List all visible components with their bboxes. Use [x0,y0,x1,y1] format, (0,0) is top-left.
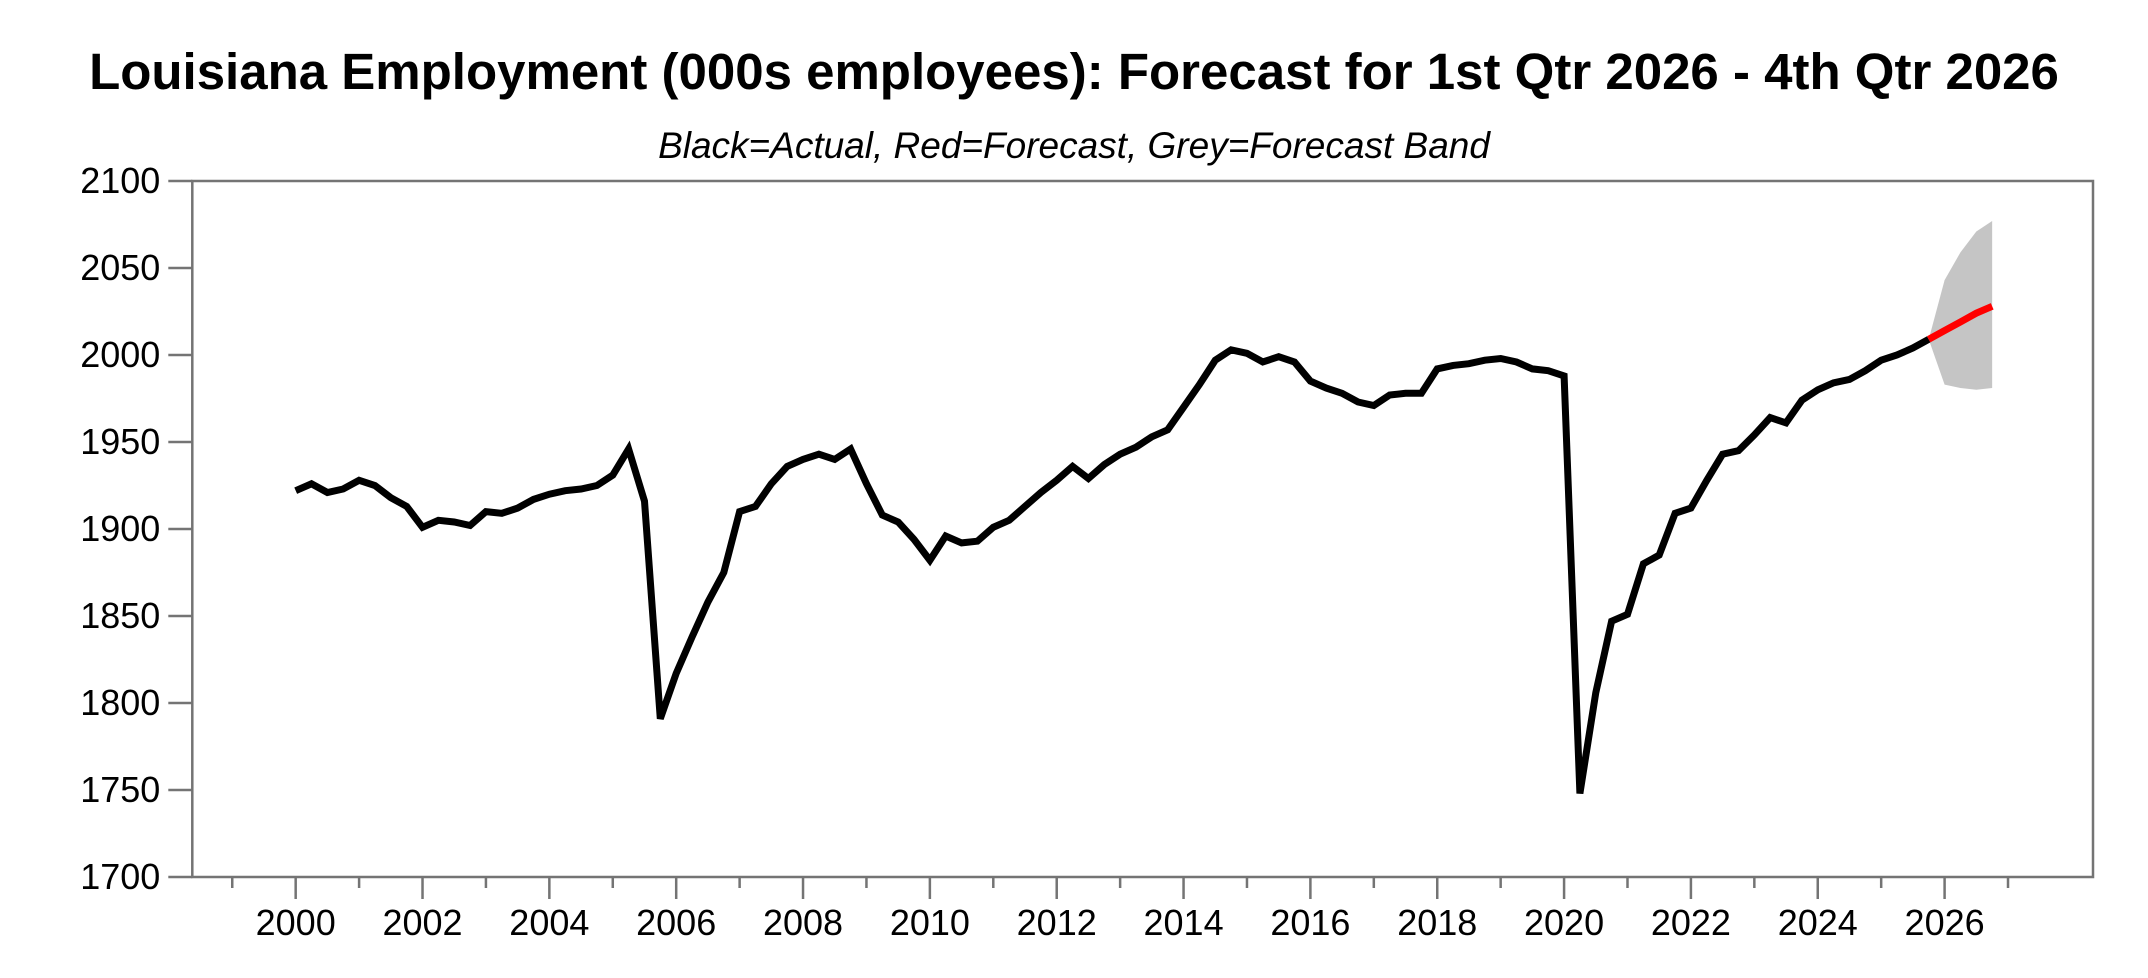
y-axis-tick-label: 1750 [80,769,160,810]
x-axis-tick-label: 2000 [256,902,336,943]
chart-subtitle: Black=Actual, Red=Forecast, Grey=Forecas… [658,125,1490,166]
x-axis-tick-label: 2016 [1270,902,1350,943]
x-axis-tick-label: 2002 [382,902,462,943]
plot-frame [191,179,2095,879]
y-axis-tick-label: 1800 [80,682,160,723]
x-axis-tick-label: 2004 [509,902,589,943]
x-axis-tick-label: 2008 [763,902,843,943]
actual-series-line [294,336,1931,795]
y-axis-tick-label: 1850 [80,595,160,636]
x-axis-tick-label: 2018 [1397,902,1477,943]
y-axis-tick-label: 2100 [80,160,160,201]
forecast-series-line [1927,303,1994,343]
y-axis-tick-label: 1900 [80,508,160,549]
y-axis-tick-label: 2000 [80,334,160,375]
forecast-band-area [1928,221,1993,390]
x-axis-tick-label: 2022 [1651,902,1731,943]
y-axis-tick-label: 2050 [80,247,160,288]
chart-title: Louisiana Employment (000s employees): F… [89,43,2059,100]
y-axis-tick-label: 1950 [80,421,160,462]
x-axis-tick-label: 2010 [890,902,970,943]
x-axis-tick-label: 2026 [1905,902,1985,943]
x-axis-tick-label: 2006 [636,902,716,943]
x-axis-tick-label: 2012 [1017,902,1097,943]
x-axis-tick-label: 2014 [1144,902,1224,943]
x-axis-tick-label: 2024 [1778,902,1858,943]
y-axis-tick-label: 1700 [80,856,160,897]
x-axis-tick-label: 2020 [1524,902,1604,943]
